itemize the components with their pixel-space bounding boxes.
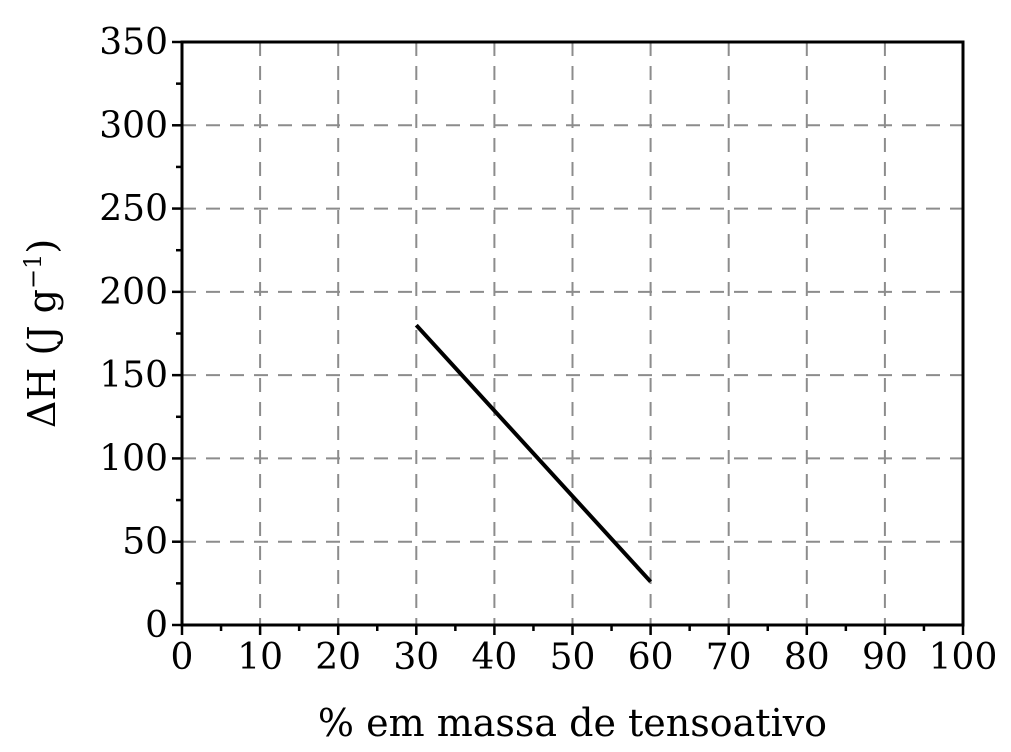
grid: [182, 42, 963, 625]
x-tick-label: 0: [171, 637, 194, 678]
x-tick-label: 70: [706, 637, 752, 678]
x-tick-labels: 0 10 20 30 40 50 60 70 80 90 100: [171, 637, 998, 678]
x-axis-title: % em massa de tensoativo: [318, 701, 827, 745]
y-tick-label: 250: [99, 189, 168, 230]
y-axis-title-close: ): [20, 239, 64, 254]
y-tick-labels: 0 50 100 150 200 250 300 350: [99, 22, 168, 646]
series-group: [414, 323, 653, 584]
x-tick-label: 90: [862, 637, 908, 678]
x-tick-label: 50: [550, 637, 596, 678]
plot-frame: [180, 40, 965, 627]
x-tick-label: 10: [237, 637, 283, 678]
x-tick-label: 100: [929, 637, 998, 678]
y-axis-title: ΔH (J g−1): [19, 239, 64, 428]
minor-ticks: [176, 82, 926, 631]
major-ticks: [172, 40, 965, 635]
y-tick-label: 200: [99, 272, 168, 313]
y-tick-label: 50: [122, 522, 168, 563]
x-tick-label: 30: [393, 637, 439, 678]
y-tick-label: 350: [99, 22, 168, 63]
y-tick-label: 300: [99, 105, 168, 146]
y-tick-label: 100: [99, 438, 168, 479]
y-tick-label: 150: [99, 355, 168, 396]
series-line: [414, 323, 653, 584]
y-tick-label: 0: [145, 605, 168, 646]
x-tick-label: 80: [784, 637, 830, 678]
x-tick-label: 60: [628, 637, 674, 678]
y-axis-title-main: ΔH (J g: [20, 289, 64, 428]
y-axis-title-superscript: −1: [19, 254, 47, 289]
x-tick-label: 20: [315, 637, 361, 678]
x-tick-label: 40: [471, 637, 517, 678]
